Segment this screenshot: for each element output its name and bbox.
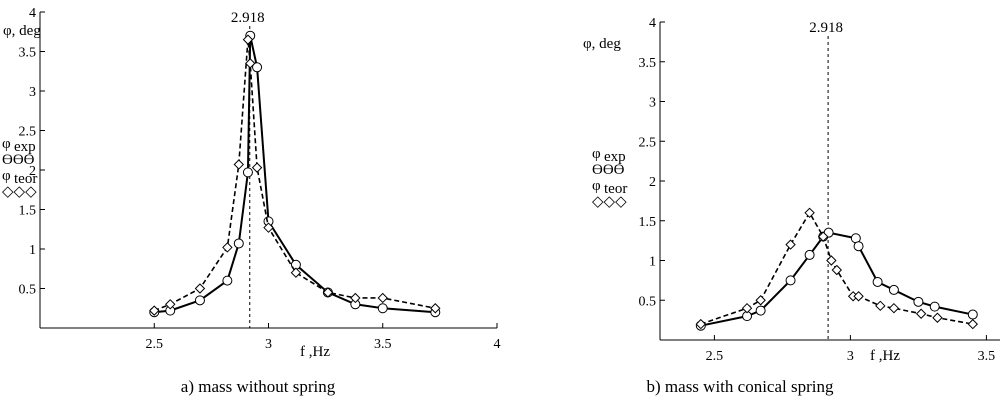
teor-point xyxy=(875,300,886,312)
x-tick-label: 3 xyxy=(847,349,854,364)
y-tick-label: 1.5 xyxy=(639,215,657,230)
chart-b: 0.5 1 1.5 2 2.5 3 3.5 4 2.5 3 3.5 φ, deg f ,Hz 2.918 φ… xyxy=(583,16,1000,396)
teor-point xyxy=(377,292,388,304)
teor-point xyxy=(888,302,900,314)
x-tick-label: 3.5 xyxy=(374,337,392,352)
exp-point xyxy=(872,276,883,287)
chart-caption: b) mass with conical spring xyxy=(647,377,834,396)
y-tick-label: 2.5 xyxy=(19,125,37,140)
y-tick-label: 2.5 xyxy=(639,135,657,150)
teor-point xyxy=(967,318,979,330)
teor-point xyxy=(245,58,256,69)
y-tick-label: 1 xyxy=(649,255,656,270)
exp-point xyxy=(222,275,233,286)
teor-point xyxy=(695,318,707,330)
y-tick-label: 1 xyxy=(29,243,36,258)
exp-point xyxy=(967,309,978,320)
legend-teor-symbol: φ xyxy=(592,178,601,194)
legend-exp-marker: ϴϴϴ xyxy=(592,162,625,178)
x-tick-label: 2.5 xyxy=(706,349,724,364)
teor-point xyxy=(290,267,302,278)
teor-point xyxy=(826,255,837,266)
x-tick-label: 4 xyxy=(494,337,501,352)
y-tick-label: 0.5 xyxy=(19,283,37,298)
teor-point xyxy=(932,312,943,323)
teor-point xyxy=(263,222,274,233)
exp-point xyxy=(194,295,205,306)
exp-point xyxy=(242,167,253,178)
series-line-exp xyxy=(700,231,974,327)
legend-exp-symbol: φ xyxy=(2,136,11,152)
y-tick-label: 3.5 xyxy=(19,46,37,61)
x-axis-label: f ,Hz xyxy=(300,344,330,360)
y-tick-label: 0.5 xyxy=(639,294,657,309)
teor-point xyxy=(853,291,864,302)
legend-teor-subscript: teor xyxy=(14,171,37,187)
x-tick-label: 2.5 xyxy=(146,337,164,352)
teor-point xyxy=(915,308,927,319)
teor-point xyxy=(233,159,245,170)
y-tick-label: 3 xyxy=(649,96,656,111)
teor-point xyxy=(222,242,233,253)
exp-point xyxy=(888,284,899,295)
chart-caption: a) mass without spring xyxy=(181,377,336,396)
exp-point xyxy=(929,301,940,312)
exp-point xyxy=(913,296,924,307)
exp-point xyxy=(785,275,796,286)
teor-point xyxy=(817,231,829,242)
y-tick-label: 4 xyxy=(649,16,656,31)
teor-point xyxy=(251,162,263,173)
teor-point xyxy=(804,207,815,219)
resonance-label: 2.918 xyxy=(231,10,265,26)
exp-point xyxy=(252,62,263,73)
teor-point xyxy=(741,302,753,314)
x-tick-label: 3 xyxy=(265,337,272,352)
teor-point xyxy=(831,264,843,276)
x-axis-label: f ,Hz xyxy=(870,348,900,364)
chart-a: 0.5 1 1.5 2 2.5 3 3.5 4 2.5 3 3.5 4 φ, deg f ,Hz 2.918… xyxy=(2,6,501,396)
exp-point xyxy=(853,241,864,252)
legend-teor-marker: ◇◇◇ xyxy=(2,184,37,200)
legend-exp-subscript: exp xyxy=(14,139,36,155)
y-tick-label: 3.5 xyxy=(639,56,657,71)
y-tick-label: 2 xyxy=(29,164,36,179)
exp-point xyxy=(233,238,244,249)
y-tick-label: 3 xyxy=(29,85,36,100)
legend-exp-marker: ϴϴϴ xyxy=(2,152,35,168)
exp-point xyxy=(755,305,766,316)
legend-teor-symbol: φ xyxy=(2,168,11,184)
x-tick-label: 3.5 xyxy=(978,349,996,364)
teor-point xyxy=(194,283,206,294)
resonance-label: 2.918 xyxy=(809,20,843,36)
legend-exp-symbol: φ xyxy=(592,146,601,162)
teor-point xyxy=(322,287,334,298)
y-tick-label: 2 xyxy=(649,175,656,190)
teor-point xyxy=(242,34,254,45)
y-axis-label: φ, deg xyxy=(3,23,41,39)
legend-exp-subscript: exp xyxy=(604,149,626,165)
teor-point xyxy=(149,305,160,316)
teor-point xyxy=(350,292,361,304)
y-axis-label: φ, deg xyxy=(583,36,621,52)
exp-point xyxy=(377,303,388,314)
series-line-teor xyxy=(153,39,436,312)
exp-point xyxy=(804,249,815,260)
y-tick-label: 4 xyxy=(29,6,36,21)
legend-teor-subscript: teor xyxy=(604,181,627,197)
teor-point xyxy=(430,303,441,314)
teor-point xyxy=(785,239,796,250)
teor-point xyxy=(165,299,176,310)
teor-point xyxy=(755,295,766,306)
y-tick-label: 1.5 xyxy=(19,204,37,219)
legend-teor-marker: ◇◇◇ xyxy=(592,194,627,210)
